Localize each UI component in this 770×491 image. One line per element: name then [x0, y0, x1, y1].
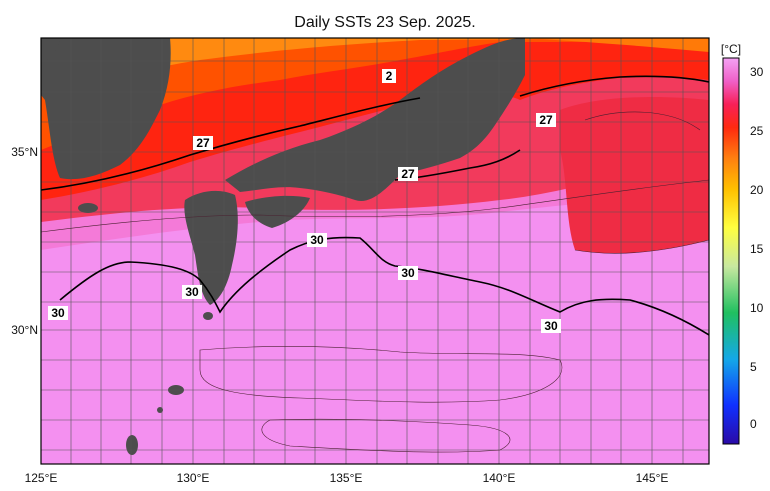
thin-contours: [41, 111, 709, 453]
colorbar-unit: [°C]: [721, 42, 741, 56]
colorbar-tick-5: 5: [750, 360, 757, 374]
contour-label-box: [307, 233, 327, 247]
sst-eddy: [560, 97, 709, 254]
lon-tick-135: 135°E: [330, 471, 363, 485]
contour-label-box: [382, 69, 396, 83]
contour-label-box: [398, 167, 418, 181]
contour-label-27a: 27: [196, 136, 210, 150]
tanegashima-island: [203, 312, 213, 320]
lon-tick-145: 145°E: [636, 471, 669, 485]
map-title: Daily SSTs 23 Sep. 2025.: [294, 14, 476, 31]
okinawa-island: [126, 435, 138, 455]
contour-label-30a: 30: [310, 233, 324, 247]
contour-label-box: [541, 319, 561, 333]
thick-contours: [41, 75, 709, 336]
latitude-axis: 35°N 30°N: [11, 145, 38, 337]
jeju-island: [78, 203, 98, 213]
map-area: 27 27 27 2 30 30 30 30 30: [41, 38, 709, 464]
contour-label-30d: 30: [51, 306, 65, 320]
graticule: [41, 38, 709, 464]
lat-tick-30: 30°N: [11, 323, 38, 337]
sst-field-25-east: [520, 38, 709, 52]
sst-field-26: [41, 38, 709, 150]
honshu-landmass: [225, 38, 525, 201]
contour-label-box: [48, 306, 68, 320]
kyushu-landmass: [184, 190, 238, 305]
colorbar-tick-0: 0: [750, 417, 757, 431]
contour-label-30e: 30: [544, 319, 558, 333]
contour-label-30c: 30: [185, 285, 199, 299]
colorbar-tick-30: 30: [750, 65, 764, 79]
contour-label-27b: 27: [539, 113, 553, 127]
contour-labels: 27 27 27 2 30 30 30 30 30: [48, 69, 561, 333]
contour-label-box: [193, 136, 213, 150]
colorbar-tick-15: 15: [750, 242, 764, 256]
colorbar-tick-25: 25: [750, 124, 764, 138]
lat-tick-35: 35°N: [11, 145, 38, 159]
tokunoshima-island: [157, 407, 163, 413]
sst-field-25: [41, 38, 709, 90]
colorbar-scale: [722, 57, 740, 445]
lon-tick-125: 125°E: [25, 471, 58, 485]
contour-label-2: 2: [386, 69, 393, 83]
contour-label-box: [398, 266, 418, 280]
china-coast: [41, 38, 60, 62]
contour-label-27c: 27: [401, 167, 415, 181]
contour-label-box: [536, 113, 556, 127]
colorbar-tick-10: 10: [750, 301, 764, 315]
longitude-axis: 125°E 130°E 135°E 140°E 145°E: [25, 471, 669, 485]
colorbar-tick-20: 20: [750, 183, 764, 197]
colorbar: [°C] 30 25 20 15 10 5 0: [721, 42, 764, 445]
lon-tick-130: 130°E: [177, 471, 210, 485]
lon-tick-140: 140°E: [483, 471, 516, 485]
contour-label-30b: 30: [401, 266, 415, 280]
map-frame: [40, 37, 710, 465]
korea-landmass: [41, 38, 171, 180]
contour-label-box: [182, 285, 202, 299]
